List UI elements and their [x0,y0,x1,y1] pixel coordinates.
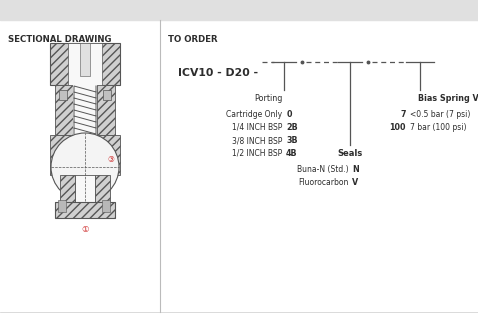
Bar [75,175,95,202]
Text: 100: 100 [390,123,406,132]
Bar [55,202,115,218]
Bar [68,43,102,85]
Bar [97,85,115,135]
Bar [102,200,110,212]
Text: ③: ③ [107,154,114,163]
Text: V: V [352,178,358,187]
Text: TO ORDER: TO ORDER [168,35,218,44]
Text: 2B: 2B [286,123,298,132]
Text: Fluorocarbon: Fluorocarbon [298,178,348,187]
Text: <0.5 bar (7 psi): <0.5 bar (7 psi) [410,110,470,119]
Text: N: N [352,165,359,174]
Bar [58,200,66,212]
Text: 4B: 4B [286,149,298,158]
Text: 1/4 INCH BSP: 1/4 INCH BSP [232,123,282,132]
Bar [59,90,67,100]
Text: ICV10 - D20 -: ICV10 - D20 - [178,68,258,78]
Bar [0,0,478,20]
Bar [55,85,73,135]
Bar [97,135,120,175]
Bar [50,43,120,85]
Text: Buna-N (Std.): Buna-N (Std.) [296,165,348,174]
Text: 7 bar (100 psi): 7 bar (100 psi) [410,123,467,132]
Text: 3/8 INCH BSP: 3/8 INCH BSP [232,136,282,145]
Text: 3B: 3B [286,136,298,145]
Bar [60,175,75,202]
Bar [103,90,111,100]
Text: 0: 0 [286,110,292,119]
Text: 7: 7 [401,110,406,119]
Text: Bias Spring Value: Bias Spring Value [418,94,478,103]
Bar [50,135,73,175]
Text: ①: ① [81,225,89,235]
Bar [73,85,97,135]
Circle shape [51,133,119,201]
Text: SECTIONAL DRAWING: SECTIONAL DRAWING [8,35,111,44]
Bar [80,43,90,76]
Bar [95,175,110,202]
Text: 1/2 INCH BSP: 1/2 INCH BSP [232,149,282,158]
Text: Cartridge Only: Cartridge Only [226,110,282,119]
Text: Porting: Porting [254,94,282,103]
Text: Seals: Seals [337,149,363,158]
